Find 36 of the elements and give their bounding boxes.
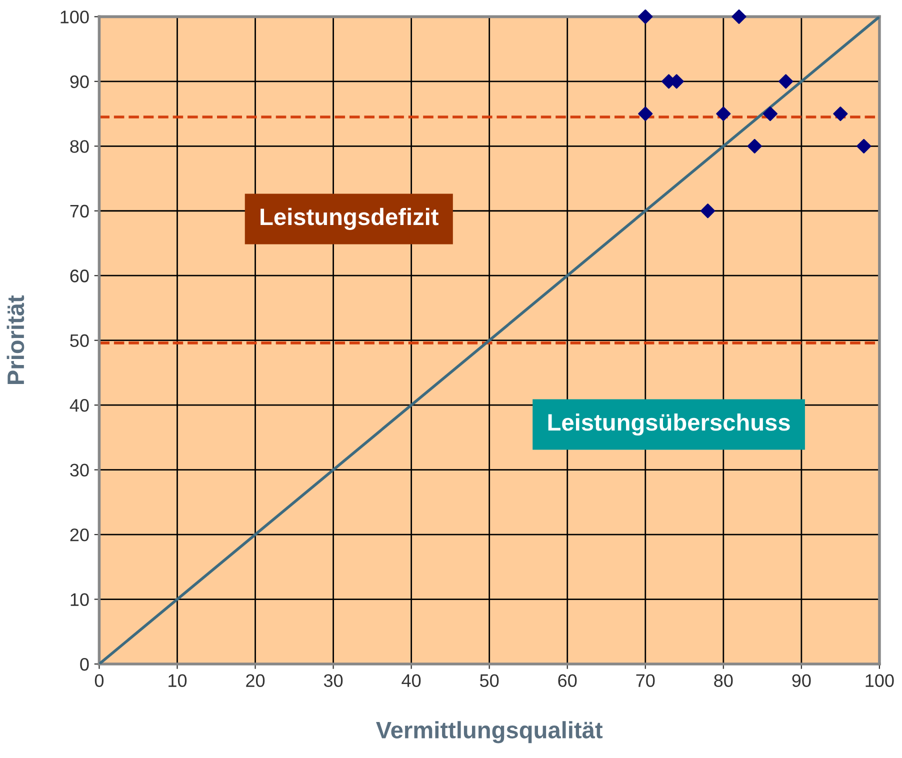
y-tick-label: 90 bbox=[70, 75, 89, 88]
y-tick-label: 100 bbox=[60, 10, 89, 24]
point bbox=[638, 9, 653, 24]
x-tick-label: 30 bbox=[324, 674, 343, 687]
x-tick-label: 60 bbox=[558, 674, 577, 687]
y-tick-label: 10 bbox=[70, 593, 89, 606]
annotation: Leistungsdefizit bbox=[260, 208, 438, 230]
x-tick-label: 90 bbox=[792, 674, 811, 687]
x-tick-label: 20 bbox=[246, 674, 265, 687]
point bbox=[747, 138, 762, 154]
x-tick-label: 80 bbox=[714, 674, 733, 687]
point bbox=[856, 138, 872, 154]
x-tick-label: 100 bbox=[866, 674, 894, 687]
y-tick-label: 60 bbox=[70, 270, 89, 282]
point bbox=[638, 106, 653, 122]
y-tick-label: 30 bbox=[70, 464, 89, 477]
y-tick-label: 40 bbox=[70, 399, 89, 412]
y-axis-title: Priorität bbox=[6, 295, 24, 384]
x-tick-label: 50 bbox=[480, 674, 499, 687]
x-tick-label: 70 bbox=[636, 674, 655, 687]
point bbox=[716, 106, 731, 122]
y-tick-label: 70 bbox=[70, 204, 89, 218]
point bbox=[700, 204, 716, 218]
point bbox=[732, 9, 746, 24]
y-tick-label: 50 bbox=[70, 334, 89, 348]
y-tick-label: 80 bbox=[70, 140, 89, 153]
x-tick-label: 0 bbox=[94, 674, 104, 687]
y-tick-label: 20 bbox=[70, 528, 89, 542]
x-tick-label: 40 bbox=[402, 674, 421, 687]
point bbox=[762, 106, 778, 122]
x-axis-title: Vermittlungsqualität bbox=[376, 721, 603, 744]
point bbox=[778, 74, 794, 89]
point bbox=[833, 106, 848, 122]
x-tick-label: 10 bbox=[168, 674, 187, 687]
annotation: Leistungsüberschuss bbox=[548, 413, 790, 436]
y-tick-label: 0 bbox=[80, 658, 89, 671]
